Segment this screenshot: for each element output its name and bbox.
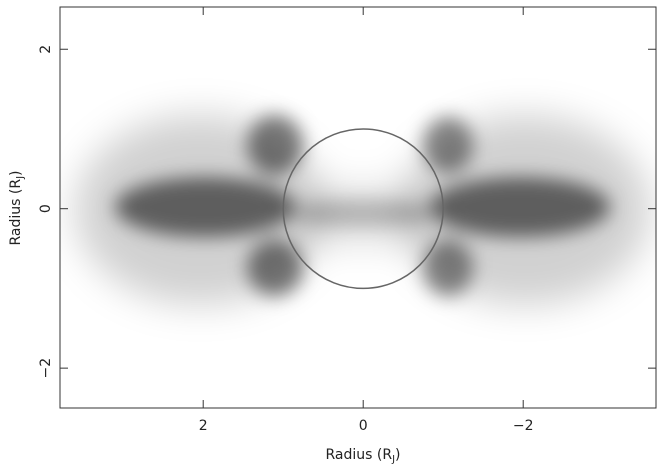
x-tick-label: 0 [359,418,368,434]
planet-outline [282,128,444,290]
emission-image [75,115,650,305]
x-axis-label: Radius (RJ) [325,447,400,465]
plot-frame [59,6,657,409]
y-tick-label: −2 [38,358,54,379]
y-tick-label: 0 [38,204,54,213]
x-tick-label: −2 [513,418,534,434]
x-tick-label: 2 [199,418,208,434]
y-tick-label: 2 [38,45,54,54]
y-axis-label: Radius (RJ) [8,170,26,245]
